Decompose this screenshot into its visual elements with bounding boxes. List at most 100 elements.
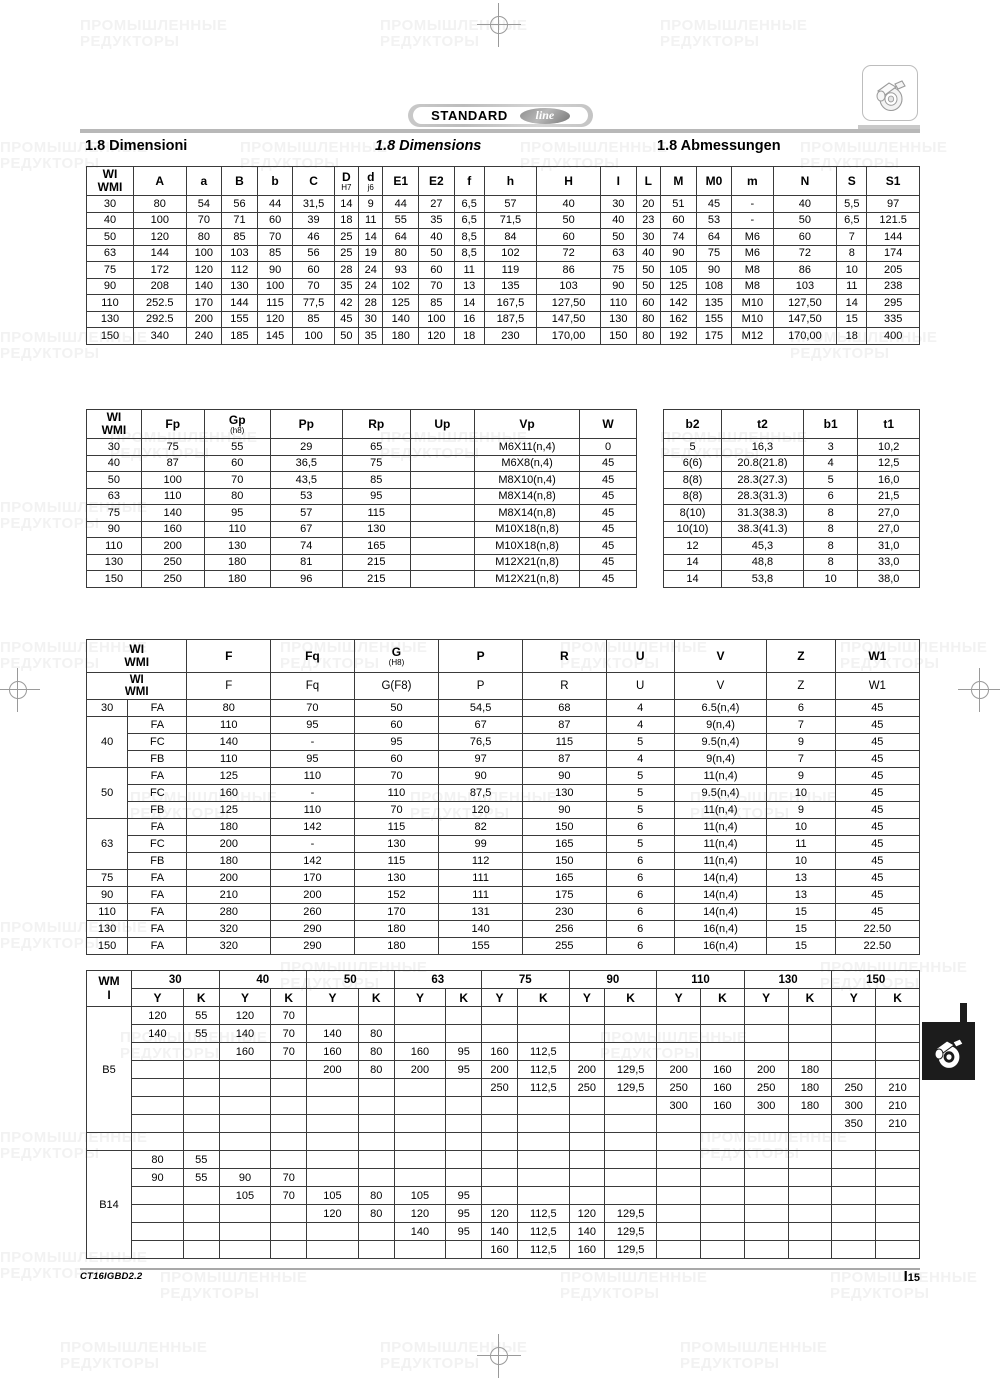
table-cell <box>831 1204 877 1223</box>
table-cell <box>270 1150 307 1169</box>
table-cell: 50 <box>635 277 662 295</box>
column-header-label: m <box>747 174 758 188</box>
table-cell: 38,0 <box>857 570 920 588</box>
table-cell: 45 <box>834 818 921 836</box>
table-cell: 115 <box>341 504 411 522</box>
column-header-label: t1 <box>883 417 895 431</box>
table-cell: 103 <box>772 277 838 295</box>
table-cell <box>700 1150 745 1169</box>
column-header-label: M <box>673 174 684 188</box>
table-cell: 250 <box>140 553 205 571</box>
table-cell: 23 <box>635 211 662 229</box>
column-header-label: Vp <box>519 417 535 431</box>
table-row: FB 110 95 60 97 87 4 9(n,4) 7 45 <box>87 750 921 768</box>
table-cell: 103 <box>221 244 258 262</box>
table-cell: 111 <box>438 886 524 904</box>
table-row: 120 80 120 95 120 112,5 120 129,5 <box>87 1204 920 1223</box>
table-cell <box>445 1078 482 1097</box>
table-cell: 129,5 <box>604 1060 658 1079</box>
table-cell: 160 <box>393 1042 447 1061</box>
row-header-line2: WMI <box>97 180 123 194</box>
table-cell <box>445 1132 482 1151</box>
table-cell: 14(n,4) <box>673 869 768 887</box>
table-cell: 36,5 <box>269 454 343 472</box>
table-cell: 200 <box>185 310 223 328</box>
table-cell: 140 <box>131 1024 184 1043</box>
table-cell: 11(n,4) <box>673 767 768 785</box>
table-cell: 95 <box>445 1186 482 1205</box>
table-cell: 45 <box>834 835 921 853</box>
section-label: B14 <box>86 1150 132 1259</box>
column-header: t1 <box>857 409 920 439</box>
table-cell <box>875 1132 920 1151</box>
table-cell: 81 <box>269 553 343 571</box>
table-cell <box>182 1096 220 1115</box>
table-cell: 60 <box>772 228 838 246</box>
table-cell: 40 <box>600 211 637 229</box>
column-header: C <box>292 166 335 196</box>
column-header-label: N <box>800 174 810 188</box>
table-cell: 4 <box>605 699 675 717</box>
table-cell: 105 <box>306 1186 359 1205</box>
table-cell: 180 <box>353 937 440 955</box>
table-cell: 87,5 <box>438 784 524 802</box>
row-label: 63 <box>86 244 134 262</box>
table-cell: 125 <box>186 767 272 785</box>
table-cell <box>393 1240 447 1259</box>
table-row: 90 160 110 67 130 M10X18(n,8) 45 <box>86 520 637 538</box>
table-cell: 15 <box>766 937 836 955</box>
table-cell: 5 <box>605 767 675 785</box>
table-cell: 40 <box>772 195 838 213</box>
table-cell: 67 <box>438 716 524 734</box>
table-cell: 64 <box>695 228 733 246</box>
table-cell: 165 <box>341 537 411 555</box>
table-cell: 135 <box>695 294 733 312</box>
table-cell: 24 <box>358 277 384 295</box>
table-cell: 250 <box>140 570 205 588</box>
table-cell: 95 <box>341 487 411 505</box>
table-cell: 102 <box>382 277 420 295</box>
table-cell <box>787 1168 833 1187</box>
column-header-label: R <box>560 649 569 663</box>
table-cell: 105 <box>660 261 697 279</box>
table-cell <box>393 1006 447 1025</box>
table-cell <box>743 1222 789 1241</box>
column-header: W <box>579 409 637 439</box>
column-header-label: b2 <box>685 417 700 431</box>
table-cell: 12 <box>662 537 723 555</box>
table-cell: 13 <box>766 886 836 904</box>
table-cell: 11 <box>836 277 868 295</box>
watermark: ПРОМЫШЛЕННЫЕ РЕДУКТОРЫ <box>560 1269 708 1302</box>
column-header-label: h <box>506 174 515 188</box>
column-header: V <box>673 639 768 673</box>
line-logo: line <box>519 107 570 124</box>
table-cell: 230 <box>483 327 538 345</box>
table-cell: 120 <box>393 1204 447 1223</box>
table-cell <box>875 1222 920 1241</box>
table-cell: 20.8(21.8) <box>721 454 804 472</box>
table-cell: 70 <box>270 1006 307 1025</box>
table-cell: 43,5 <box>269 471 343 489</box>
table-cell: 8(8) <box>662 471 723 489</box>
table-cell: 250 <box>480 1078 519 1097</box>
table-cell: 147,50 <box>772 310 838 328</box>
table-cell <box>306 1222 359 1241</box>
row-type: FB <box>127 852 188 870</box>
column-subheader: Z <box>766 672 836 700</box>
table-cell <box>656 1024 702 1043</box>
row-header-line2: WMI <box>124 655 150 669</box>
row-type: FC <box>127 733 188 751</box>
table-cell <box>131 1114 184 1133</box>
table-cell: 85 <box>341 471 411 489</box>
table-cell: 55 <box>182 1150 220 1169</box>
table-cell: 44 <box>256 195 294 213</box>
table-cell <box>218 1096 272 1115</box>
table-cell <box>306 1240 359 1259</box>
table-cell <box>656 1132 702 1151</box>
table-row: 160 112,5 160 129,5 <box>87 1240 920 1259</box>
table-row: 130 FA 320 290 180 140 256 6 16(n,4) 15 22.50 <box>85 920 921 938</box>
table-cell <box>700 1114 745 1133</box>
column-header-label: E1 <box>393 174 409 188</box>
table-cell: 112,5 <box>517 1042 570 1061</box>
table-row: 105 70 105 80 105 95 <box>87 1186 920 1205</box>
